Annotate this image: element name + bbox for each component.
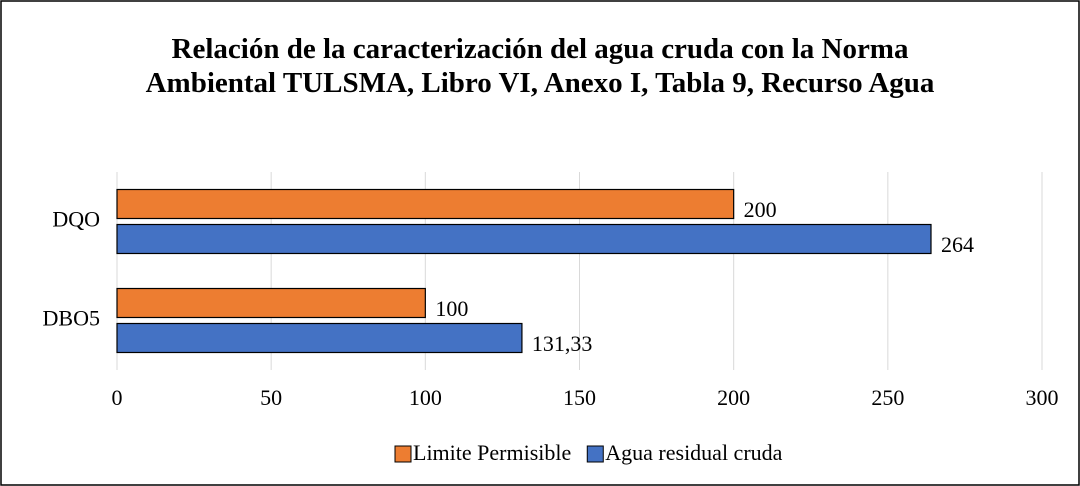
x-tick-label: 300 (1026, 385, 1059, 410)
x-tick-label: 250 (871, 385, 904, 410)
legend-swatch (586, 445, 604, 463)
x-tick-label: 0 (112, 385, 123, 410)
data-label: 100 (435, 296, 468, 321)
bar (116, 223, 932, 255)
legend-label: Limite Permisible (413, 440, 571, 465)
bar (116, 188, 735, 220)
bar (116, 287, 426, 319)
legend-label: Agua residual cruda (605, 440, 782, 465)
y-tick-label: DBO5 (43, 306, 100, 331)
y-tick-label: DQO (52, 207, 100, 232)
legend-swatch (394, 445, 412, 463)
data-label: 200 (744, 197, 777, 222)
bar (116, 322, 523, 354)
data-label: 264 (941, 232, 974, 257)
chart-title: Relación de la caracterización del agua … (145, 33, 935, 99)
data-label: 131,33 (532, 331, 593, 356)
x-tick-label: 50 (260, 385, 282, 410)
x-tick-label: 100 (409, 385, 442, 410)
x-tick-label: 200 (717, 385, 750, 410)
x-tick-label: 150 (563, 385, 596, 410)
